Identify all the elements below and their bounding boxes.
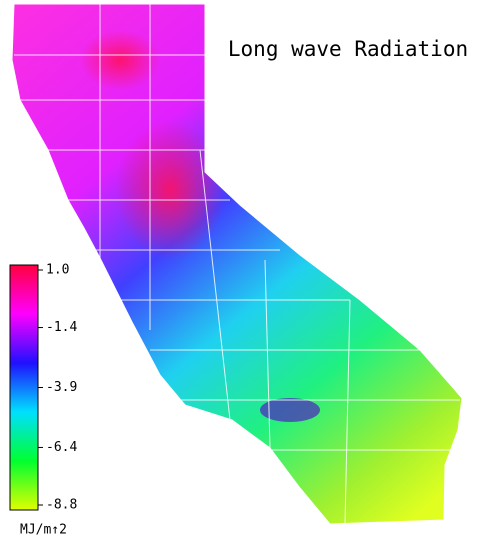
colorbar — [9, 264, 39, 511]
map-title: Long wave Radiation — [228, 37, 468, 61]
tick-label: -6.4 — [46, 440, 77, 455]
colorbar-unit: MJ/m↑2 — [20, 523, 67, 538]
tick-label: -8.8 — [46, 498, 77, 513]
colorbar-ticks: 1.0 -1.4 -3.9 -6.4 -8.8 — [38, 263, 77, 513]
tick-label: -3.9 — [46, 380, 77, 395]
tick-label: -1.4 — [46, 320, 77, 335]
tick-label: 1.0 — [46, 263, 69, 278]
state-outline — [11, 3, 463, 525]
